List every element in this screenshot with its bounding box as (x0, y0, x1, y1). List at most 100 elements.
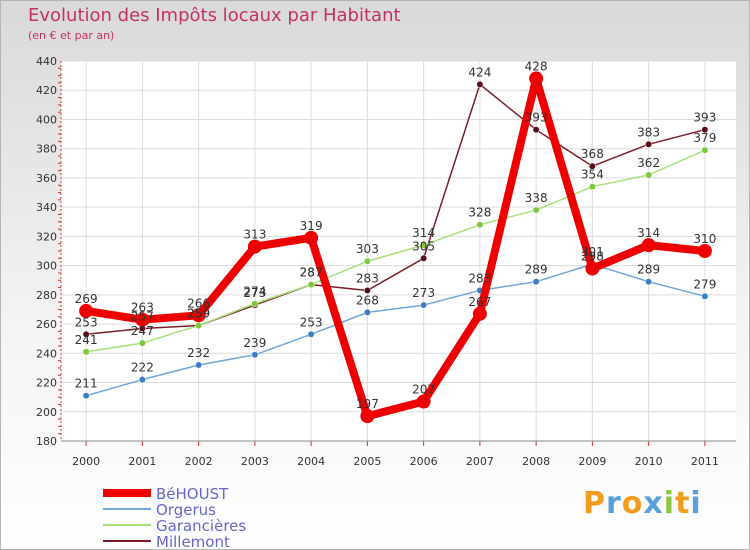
data-label-orgerus: 273 (412, 286, 435, 300)
point-bhoust (79, 303, 94, 318)
legend-label-garancires: Garancières (156, 517, 246, 535)
point-millemont (645, 140, 653, 148)
data-label-orgerus: 232 (187, 346, 210, 360)
y-tick-label: 300 (36, 260, 57, 273)
data-label-bhoust: 263 (131, 301, 154, 315)
proxiti-logo-letter: P (583, 486, 606, 521)
chart-subtitle: (en € et par an) (28, 29, 115, 42)
x-tick-label: 2010 (635, 455, 663, 468)
data-label-bhoust: 267 (468, 295, 491, 309)
point-millemont (588, 162, 596, 170)
y-tick-label: 440 (36, 55, 57, 68)
y-tick-label: 380 (36, 143, 57, 156)
x-tick-label: 2007 (466, 455, 494, 468)
point-bhoust (360, 409, 375, 424)
data-labels: 253 257 259 273 287 283 305 424 393 368 383 393 241 2… (75, 60, 717, 412)
data-label-garancires: 328 (468, 206, 491, 220)
y-tick-label: 420 (36, 84, 57, 97)
point-garancires (588, 183, 596, 191)
point-garancires (251, 300, 259, 308)
point-garancires (195, 322, 203, 329)
x-tick-label: 2005 (353, 455, 381, 468)
series-lines (79, 71, 712, 424)
data-label-millemont: 368 (581, 147, 604, 161)
y-tick-label: 280 (36, 289, 57, 302)
legend-label-bhoust: BéHOUST (156, 485, 229, 503)
x-tick-label: 2011 (691, 455, 719, 468)
point-millemont (532, 126, 540, 134)
point-bhoust (416, 394, 431, 409)
x-tick-label: 2004 (297, 455, 325, 468)
point-orgerus (82, 392, 90, 400)
data-label-garancires: 303 (356, 242, 379, 256)
point-millemont (82, 330, 90, 338)
point-millemont (363, 287, 371, 294)
point-bhoust (191, 308, 206, 323)
point-orgerus (645, 278, 653, 286)
point-garancires (82, 348, 90, 356)
data-label-bhoust: 269 (75, 292, 98, 306)
point-orgerus (532, 278, 540, 286)
data-label-orgerus: 239 (243, 336, 266, 350)
x-tick-label: 2003 (241, 455, 269, 468)
series-line-bhoust (85, 74, 706, 421)
data-label-bhoust: 313 (243, 228, 266, 242)
point-orgerus (195, 361, 203, 369)
point-bhoust (135, 312, 150, 327)
data-label-garancires: 338 (525, 191, 548, 205)
data-label-bhoust: 319 (300, 219, 323, 233)
x-tick-label: 2008 (522, 455, 550, 468)
point-garancires (138, 339, 146, 347)
proxiti-logo: Proxiti (583, 486, 702, 521)
x-tick-label: 2009 (578, 455, 606, 468)
data-label-orgerus: 268 (356, 293, 379, 307)
data-label-garancires: 354 (581, 168, 604, 182)
data-label-millemont: 283 (356, 271, 379, 285)
axes: 180 200 220 240 260 280 300 320 340 360 380 400 420 4… (36, 55, 736, 468)
data-label-millemont: 383 (637, 125, 660, 139)
point-garancires (645, 171, 653, 179)
y-tick-label: 200 (36, 406, 57, 419)
data-label-bhoust: 197 (356, 397, 379, 411)
point-orgerus (138, 376, 146, 384)
point-garancires (363, 257, 371, 265)
data-label-orgerus: 222 (131, 361, 154, 375)
x-tick-label: 2002 (185, 455, 213, 468)
y-tick-label: 340 (36, 201, 57, 214)
data-label-millemont: 393 (525, 111, 548, 125)
point-orgerus (420, 301, 428, 309)
data-label-orgerus: 279 (693, 277, 716, 291)
data-label-bhoust: 428 (525, 60, 548, 74)
x-tick-label: 2001 (128, 455, 156, 468)
point-bhoust (529, 71, 544, 86)
y-tick-label: 400 (36, 113, 57, 126)
data-label-millemont: 305 (412, 239, 435, 253)
proxiti-logo-letter: o (621, 486, 644, 521)
data-label-millemont: 287 (300, 266, 323, 280)
point-millemont (420, 254, 428, 262)
point-garancires (307, 281, 315, 289)
point-garancires (701, 146, 709, 154)
proxiti-logo-letter: i (690, 486, 702, 521)
x-tick-label: 2000 (72, 455, 100, 468)
data-label-garancires: 314 (412, 226, 435, 240)
point-orgerus (307, 330, 315, 338)
y-tick-label: 320 (36, 230, 57, 243)
data-label-garancires: 287 (300, 266, 323, 280)
data-label-orgerus: 289 (525, 263, 548, 277)
data-label-bhoust: 314 (637, 226, 660, 240)
data-label-garancires: 259 (187, 307, 210, 321)
point-bhoust (304, 230, 319, 245)
data-label-garancires: 241 (75, 333, 98, 347)
data-label-bhoust: 298 (581, 250, 604, 264)
series-line-garancires (86, 149, 706, 353)
series-line-millemont (86, 83, 706, 336)
data-label-orgerus: 253 (300, 315, 323, 329)
data-label-garancires: 362 (637, 156, 660, 170)
data-label-orgerus: 289 (637, 263, 660, 277)
point-millemont (701, 126, 709, 134)
data-label-millemont: 259 (187, 307, 210, 321)
point-garancires (420, 241, 428, 249)
